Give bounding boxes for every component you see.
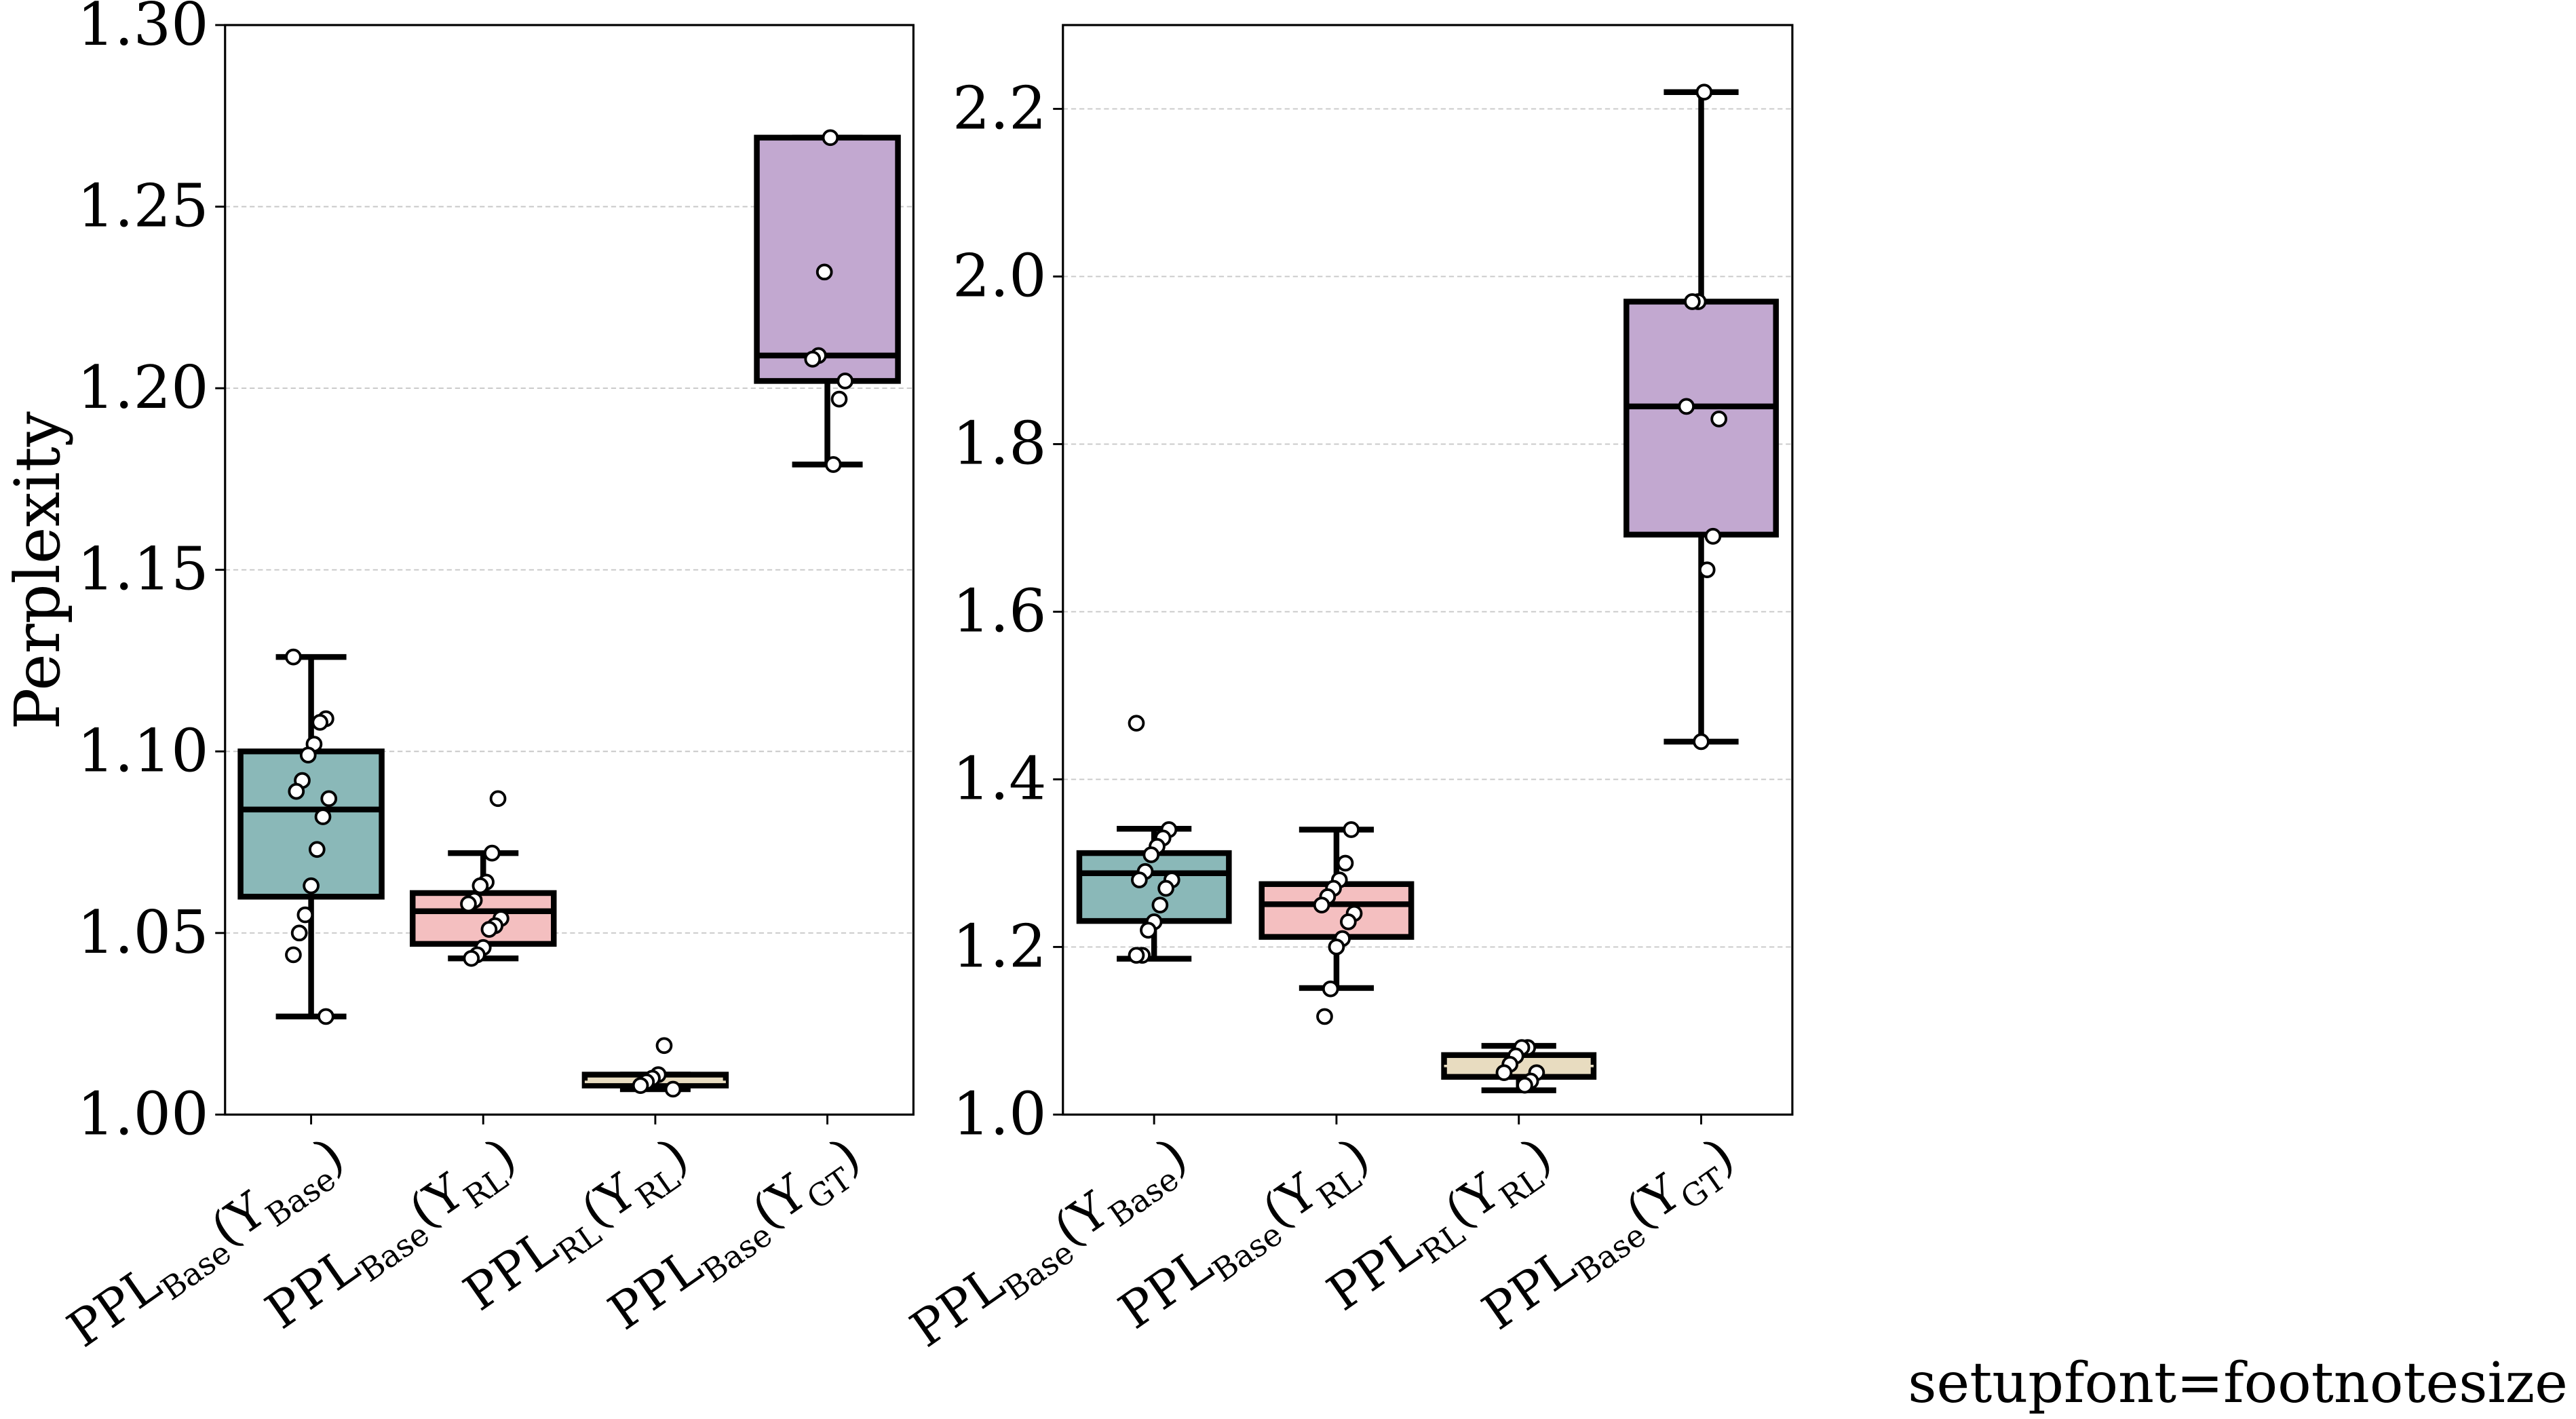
x-tick-label-part: PPL bbox=[599, 1238, 713, 1342]
data-point bbox=[463, 949, 480, 967]
data-point bbox=[804, 350, 822, 368]
data-point bbox=[483, 844, 501, 862]
data-point bbox=[285, 946, 302, 964]
data-point bbox=[303, 877, 320, 894]
y-tick-label: 1.6 bbox=[953, 576, 1047, 645]
y-tick-label: 1.10 bbox=[77, 716, 208, 785]
y-tick-label: 1.2 bbox=[953, 911, 1047, 981]
data-point bbox=[1151, 896, 1169, 914]
data-point bbox=[830, 390, 848, 408]
y-tick-label: 1.25 bbox=[77, 172, 208, 241]
data-point bbox=[1140, 922, 1157, 939]
data-point bbox=[1313, 896, 1330, 914]
x-tick-label-part: PPL bbox=[58, 1255, 172, 1359]
data-point bbox=[815, 263, 833, 281]
left-boxplot-panel: 1.00 1.05 1.10 1.15 1.20 1.25 1.30 PPLBase(YBas… bbox=[58, 0, 915, 1364]
axes-frame bbox=[224, 24, 915, 1116]
data-point bbox=[1340, 913, 1357, 930]
y-tick-label: 1.4 bbox=[953, 744, 1047, 813]
x-tick-label-part: PPL bbox=[1473, 1238, 1587, 1342]
data-point bbox=[822, 129, 839, 147]
box bbox=[1623, 299, 1779, 538]
data-point bbox=[1695, 83, 1713, 101]
data-point bbox=[299, 746, 317, 763]
data-point bbox=[837, 373, 854, 390]
footer-text: setupfont=footnotesize bbox=[1908, 1351, 2568, 1416]
data-point bbox=[320, 790, 338, 808]
data-point bbox=[664, 1080, 682, 1098]
data-point bbox=[1693, 733, 1710, 751]
right-boxplot-panel: 1.01.21.41.61.82.02.2PPLBase(YBase)PPLBa… bbox=[901, 24, 1794, 1359]
data-point bbox=[1130, 871, 1148, 888]
data-point bbox=[1495, 1064, 1513, 1082]
axes-frame bbox=[1062, 24, 1794, 1116]
y-axis-label: Perplexity bbox=[1, 411, 74, 730]
data-point bbox=[1337, 854, 1354, 872]
data-point bbox=[1704, 527, 1722, 545]
data-point bbox=[1678, 398, 1695, 415]
y-tick-label: 1.20 bbox=[77, 353, 208, 422]
data-point bbox=[285, 648, 302, 666]
data-point bbox=[290, 924, 308, 942]
data-point bbox=[1322, 980, 1339, 998]
data-point bbox=[824, 456, 842, 473]
x-tick-label: PPLBase(YGT) bbox=[1473, 1127, 1748, 1347]
y-tick-label: 1.00 bbox=[77, 1079, 208, 1148]
y-tick-label: 1.05 bbox=[77, 898, 208, 967]
y-tick-label: 1.0 bbox=[953, 1079, 1047, 1148]
x-tick-label-part: PPL bbox=[1109, 1237, 1223, 1341]
data-point bbox=[296, 906, 314, 924]
box bbox=[237, 749, 385, 900]
data-point bbox=[1343, 821, 1360, 838]
data-point bbox=[1142, 846, 1160, 863]
x-tick-label: PPLBase(YRL) bbox=[1109, 1127, 1383, 1346]
data-point bbox=[460, 895, 477, 913]
data-point bbox=[1316, 1008, 1333, 1025]
data-point bbox=[489, 790, 507, 808]
data-point bbox=[655, 1037, 673, 1055]
data-point bbox=[1516, 1076, 1533, 1094]
data-point bbox=[632, 1077, 649, 1094]
data-point bbox=[1128, 947, 1145, 964]
data-point bbox=[1128, 715, 1145, 732]
data-point bbox=[1698, 561, 1716, 579]
data-point bbox=[288, 782, 305, 800]
data-point bbox=[1157, 879, 1174, 897]
y-tick-label: 1.15 bbox=[77, 535, 208, 604]
data-point bbox=[314, 808, 332, 825]
x-tick-label-part: PPL bbox=[256, 1237, 370, 1341]
data-point bbox=[311, 714, 329, 731]
y-tick-label: 1.30 bbox=[77, 0, 208, 59]
data-point bbox=[1710, 411, 1728, 428]
box bbox=[410, 890, 557, 947]
data-point bbox=[308, 841, 326, 858]
box bbox=[754, 134, 901, 384]
x-tick-label-part: PPL bbox=[454, 1219, 568, 1323]
y-tick-label: 2.2 bbox=[953, 73, 1047, 143]
y-tick-label: 2.0 bbox=[953, 241, 1047, 310]
y-tick-label: 1.8 bbox=[953, 409, 1047, 478]
data-point bbox=[318, 1008, 334, 1025]
x-tick-label-part: PPL bbox=[1318, 1219, 1431, 1323]
x-tick-label: PPLBase(YGT) bbox=[599, 1127, 874, 1347]
data-point bbox=[1328, 939, 1345, 956]
data-point bbox=[480, 921, 498, 938]
data-point bbox=[472, 877, 489, 894]
x-tick-label: PPLBase(YBase) bbox=[58, 1127, 358, 1364]
data-point bbox=[1684, 293, 1701, 310]
x-tick-label-part: PPL bbox=[901, 1255, 1015, 1359]
